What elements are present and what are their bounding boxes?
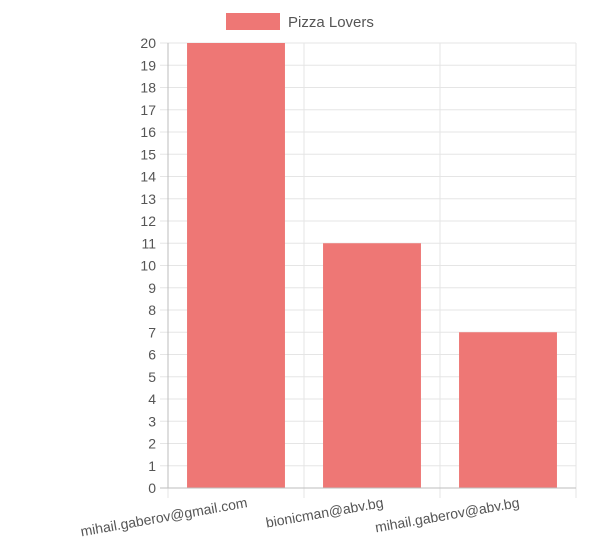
y-tick-label: 1: [148, 458, 156, 474]
axes: [160, 42, 576, 489]
legend-label-pizza-lovers[interactable]: Pizza Lovers: [288, 14, 374, 31]
y-tick-label: 0: [148, 480, 156, 496]
y-tick-label: 13: [140, 191, 156, 207]
bar-2[interactable]: [323, 243, 421, 488]
y-tick-label: 6: [148, 347, 156, 363]
x-tick-label: bionicman@abv.bg: [265, 494, 385, 530]
y-tick-label: 7: [148, 324, 156, 340]
x-tick-label: mihail.gaberov@abv.bg: [374, 494, 521, 535]
bar-1[interactable]: [187, 43, 285, 488]
y-tick-label: 16: [140, 124, 156, 140]
y-tick-label: 18: [140, 80, 156, 96]
y-tick-label: 10: [140, 258, 156, 274]
y-tick-label: 15: [140, 146, 156, 162]
y-tick-label: 4: [148, 391, 156, 407]
bar-3[interactable]: [459, 332, 557, 488]
legend-swatch[interactable]: [226, 13, 280, 30]
y-tick-label: 5: [148, 369, 156, 385]
y-tick-label: 20: [140, 35, 156, 51]
y-tick-label: 12: [140, 213, 156, 229]
y-tick-label: 9: [148, 280, 156, 296]
y-tick-label: 3: [148, 413, 156, 429]
y-tick-label: 19: [140, 57, 156, 73]
y-tick-label: 14: [140, 169, 156, 185]
x-tick-labels: mihail.gaberov@gmail.com bionicman@abv.bg…: [79, 494, 520, 539]
legend[interactable]: Pizza Lovers: [226, 13, 374, 31]
y-tick-label: 11: [141, 235, 156, 251]
bars: [187, 43, 557, 488]
x-tick-label: mihail.gaberov@gmail.com: [79, 494, 248, 539]
y-tick-label: 17: [140, 102, 156, 118]
y-tick-label: 8: [148, 302, 156, 318]
y-tick-label: 2: [148, 436, 156, 452]
